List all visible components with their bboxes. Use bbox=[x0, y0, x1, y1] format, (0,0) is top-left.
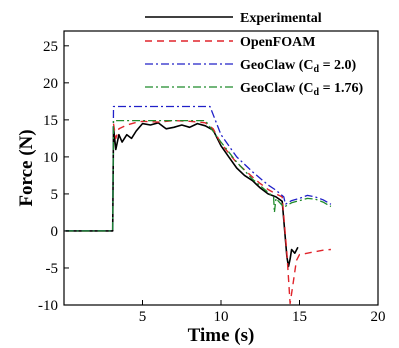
y-tick-label: 10 bbox=[43, 150, 58, 166]
legend-label-2: OpenFOAM bbox=[240, 35, 315, 50]
y-tick-label: 0 bbox=[51, 224, 59, 240]
x-tick-label: 15 bbox=[292, 309, 307, 325]
plot-series bbox=[65, 105, 332, 305]
series-line-3 bbox=[65, 105, 332, 232]
y-tick-label: 25 bbox=[43, 39, 58, 55]
series-line-4 bbox=[65, 119, 332, 232]
series-line-2 bbox=[112, 119, 331, 305]
y-tick-label: 20 bbox=[43, 76, 58, 92]
y-tick-label: -10 bbox=[38, 298, 58, 314]
series-line-1 bbox=[65, 122, 299, 268]
y-tick-label: -5 bbox=[46, 261, 59, 277]
y-axis-label: Force (N) bbox=[16, 129, 37, 206]
legend-label-1: Experimental bbox=[240, 11, 322, 26]
x-tick-label: 20 bbox=[371, 309, 386, 325]
legend-label-4: GeoClaw (Cd = 1.76) bbox=[240, 81, 364, 98]
axis-ticks: 5 10 15 20 -10 -5 0 5 10 15 20 25 bbox=[38, 39, 386, 325]
x-tick-label: 10 bbox=[214, 309, 229, 325]
x-axis-label: Time (s) bbox=[188, 325, 255, 346]
x-tick-label: 5 bbox=[139, 309, 147, 325]
legend-label-3: GeoClaw (Cd = 2.0) bbox=[240, 58, 357, 75]
y-tick-label: 5 bbox=[51, 187, 59, 203]
y-tick-label: 15 bbox=[43, 113, 58, 129]
legend: Experimental OpenFOAM GeoClaw (Cd = 2.0) Ge… bbox=[145, 11, 364, 98]
